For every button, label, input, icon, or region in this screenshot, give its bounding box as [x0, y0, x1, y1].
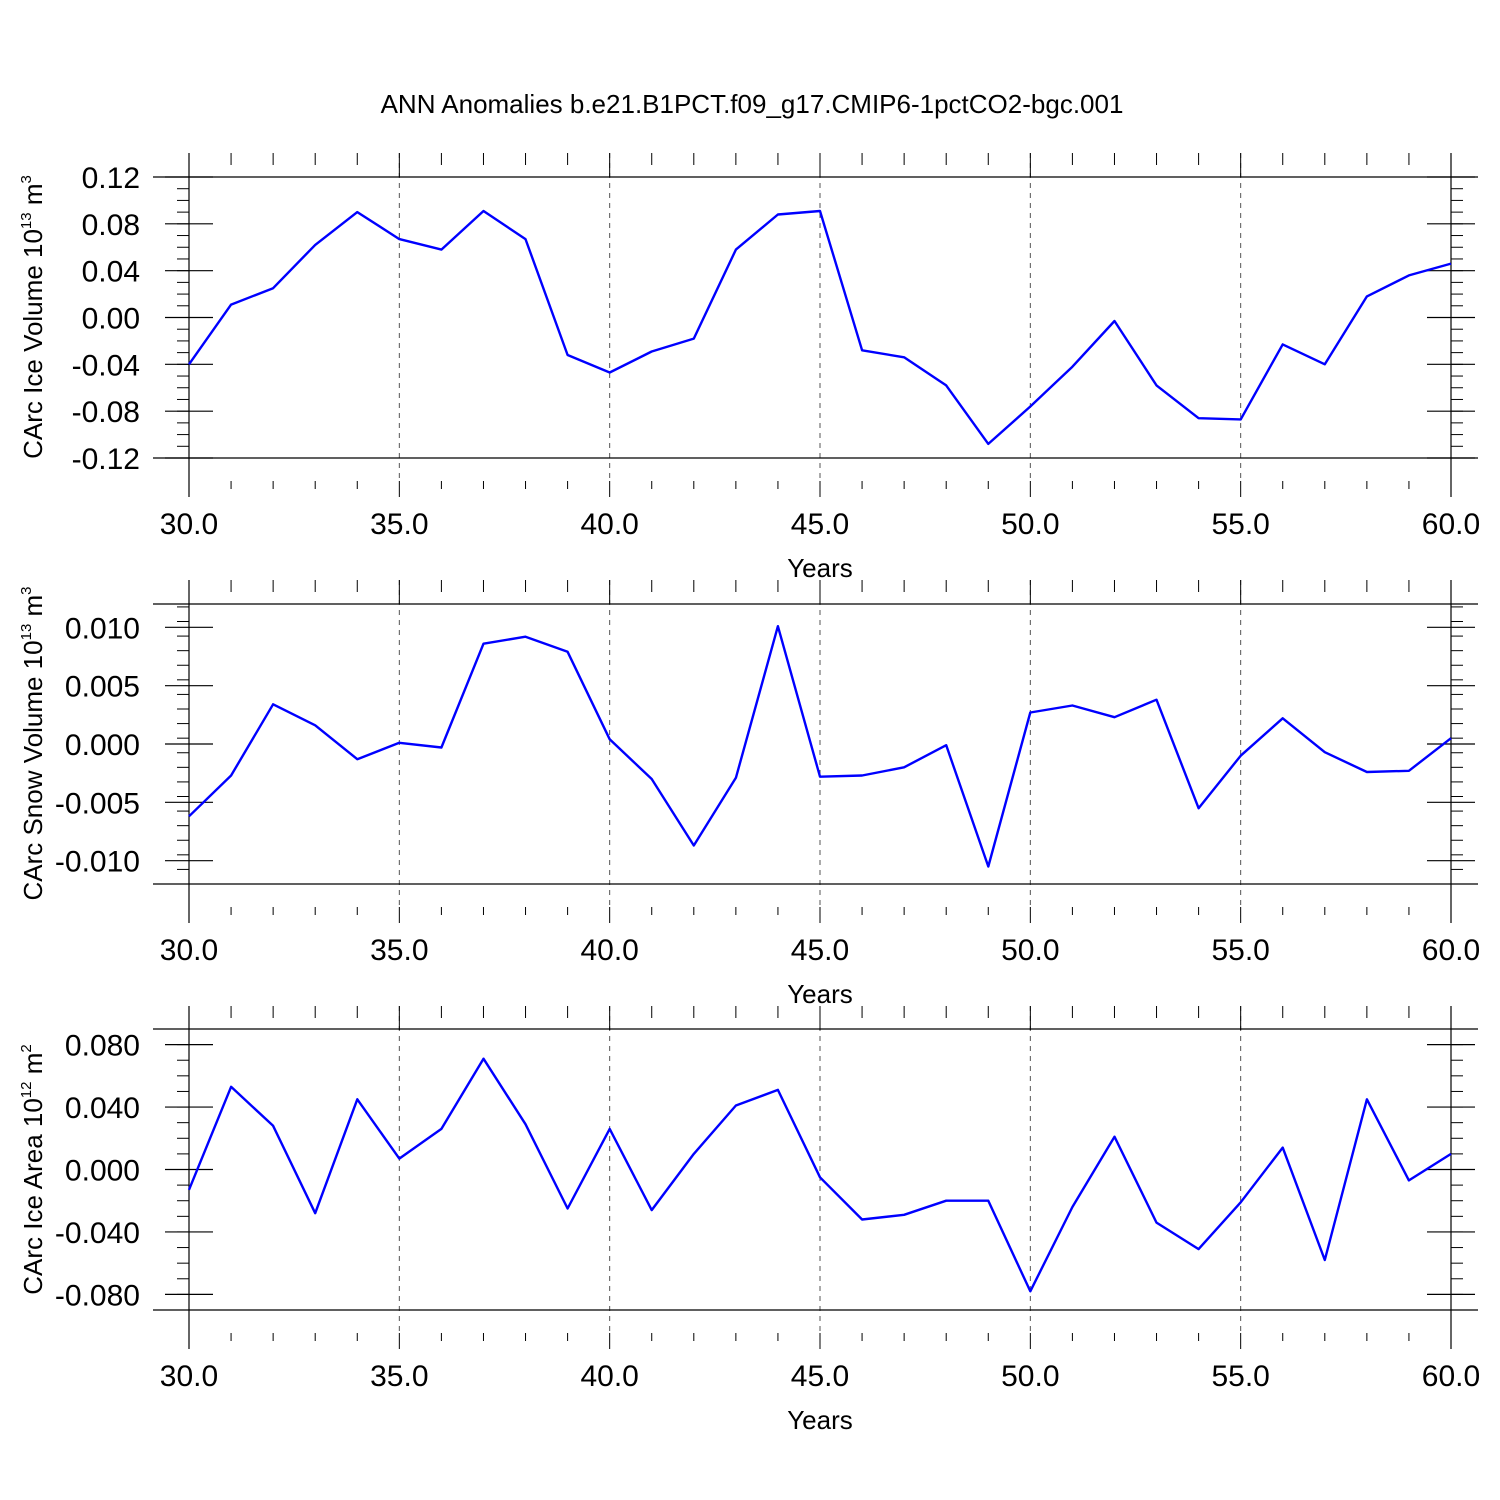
y-tick-label: 0.000 [65, 729, 140, 762]
x-tick-label: 35.0 [370, 1360, 428, 1393]
x-tick-label: 60.0 [1422, 934, 1480, 967]
y-tick-label: 0.000 [65, 1155, 140, 1188]
x-tick-label: 55.0 [1211, 508, 1269, 541]
y-tick-label: 0.08 [82, 209, 140, 242]
x-tick-label: 35.0 [370, 934, 428, 967]
y-tick-label: -0.04 [72, 349, 140, 382]
x-tick-label: 45.0 [791, 1360, 849, 1393]
x-axis-label: Years [787, 1405, 853, 1435]
y-tick-label: -0.08 [72, 396, 140, 429]
x-tick-label: 55.0 [1211, 1360, 1269, 1393]
x-tick-label: 35.0 [370, 508, 428, 541]
y-axis-label: CArc Ice Area 1012 m2 [18, 1044, 48, 1294]
x-tick-label: 40.0 [580, 934, 638, 967]
x-tick-label: 60.0 [1422, 1360, 1480, 1393]
x-tick-label: 40.0 [580, 1360, 638, 1393]
x-axis-label: Years [787, 553, 853, 583]
y-tick-label: -0.12 [72, 443, 140, 476]
y-tick-label: 0.04 [82, 256, 140, 289]
x-tick-label: 30.0 [160, 934, 218, 967]
y-tick-label: 0.080 [65, 1030, 140, 1063]
x-axis-label: Years [787, 979, 853, 1009]
y-tick-label: -0.040 [55, 1217, 140, 1250]
x-tick-label: 30.0 [160, 1360, 218, 1393]
x-tick-label: 50.0 [1001, 1360, 1059, 1393]
y-tick-label: -0.080 [55, 1279, 140, 1312]
y-tick-label: -0.005 [55, 787, 140, 820]
y-tick-label: 0.12 [82, 162, 140, 195]
x-tick-label: 40.0 [580, 508, 638, 541]
x-tick-label: 50.0 [1001, 934, 1059, 967]
y-tick-label: -0.010 [55, 846, 140, 879]
x-tick-label: 45.0 [791, 508, 849, 541]
x-tick-label: 45.0 [791, 934, 849, 967]
y-tick-label: 0.040 [65, 1092, 140, 1125]
x-tick-label: 55.0 [1211, 934, 1269, 967]
chart-title: ANN Anomalies b.e21.B1PCT.f09_g17.CMIP6-… [381, 89, 1124, 119]
y-tick-label: 0.00 [82, 303, 140, 336]
x-tick-label: 30.0 [160, 508, 218, 541]
x-tick-label: 60.0 [1422, 508, 1480, 541]
y-tick-label: 0.005 [65, 671, 140, 704]
x-tick-label: 50.0 [1001, 508, 1059, 541]
y-tick-label: 0.010 [65, 612, 140, 645]
